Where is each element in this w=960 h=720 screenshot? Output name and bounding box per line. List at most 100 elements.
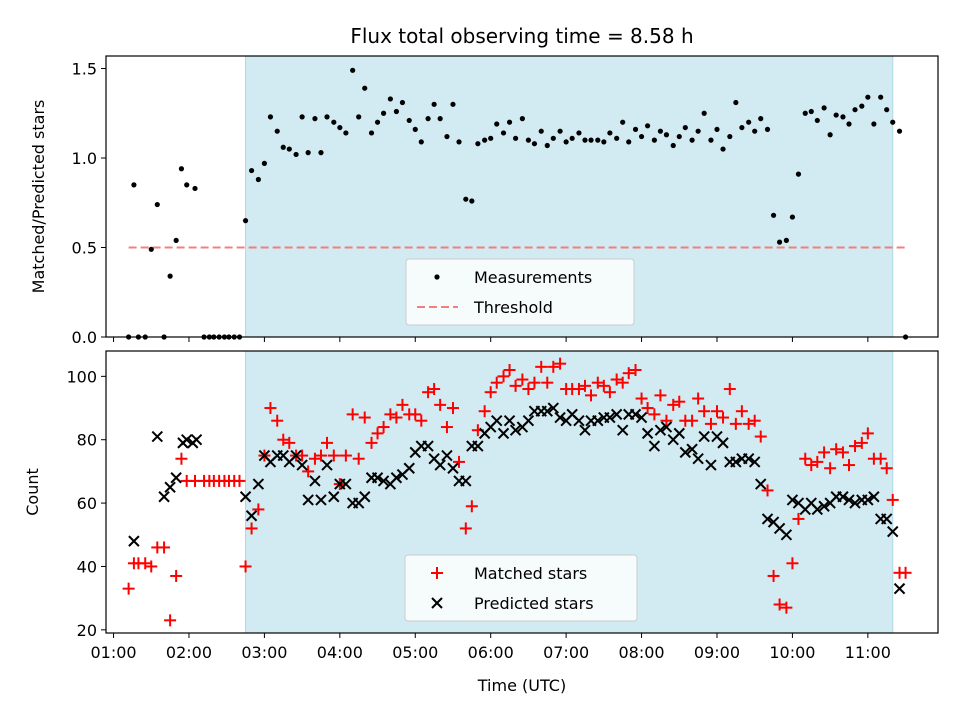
measurement-point — [406, 117, 412, 124]
measurement-point — [789, 214, 796, 220]
matched-star-point — [773, 598, 786, 611]
measurement-point — [676, 133, 682, 140]
matched-star-point — [855, 436, 868, 449]
time-x-tick-label: 01:00 — [90, 643, 136, 662]
measurement-point — [783, 237, 789, 243]
measurement-point — [412, 126, 418, 132]
ratio-y-tick-label: 0.5 — [72, 239, 97, 258]
matched-star-point — [145, 560, 158, 573]
measurement-point — [833, 112, 839, 118]
predicted-star-point — [641, 427, 654, 440]
measurement-point — [374, 119, 381, 125]
matched-star-point — [503, 364, 516, 377]
measurement-point — [293, 151, 299, 158]
predicted-star-point — [315, 494, 327, 506]
matched-star-point — [465, 500, 478, 513]
measurement-point — [324, 114, 330, 120]
predicted-star-point — [190, 434, 203, 446]
matched-star-point — [352, 452, 365, 465]
matched-star-point — [786, 557, 799, 570]
predicted-star-point — [818, 500, 830, 512]
measurement-point — [808, 108, 814, 115]
matched-star-point — [886, 493, 899, 506]
predicted-star-point — [780, 529, 793, 541]
measurement-point — [531, 141, 538, 147]
measurement-point — [337, 124, 343, 131]
measurement-point — [695, 128, 701, 134]
ratio-y-ticks: 0.0 0.5 1.0 1.5 — [72, 60, 106, 347]
ratio-y-tick-label: 1.5 — [72, 60, 97, 79]
matched-star-point — [170, 569, 183, 582]
matched-star-point — [874, 452, 887, 465]
matched-star-point — [271, 414, 284, 427]
matched-star-point — [849, 440, 862, 453]
legend-threshold-label: Threshold — [473, 298, 553, 317]
measurement-point — [312, 116, 318, 122]
measurement-point — [557, 128, 563, 134]
matched-star-point — [522, 383, 535, 396]
predicted-star-point — [321, 459, 333, 471]
matched-star-point — [528, 376, 541, 389]
matched-star-point — [233, 474, 246, 487]
measurement-point — [192, 185, 198, 192]
predicted-star-point — [811, 503, 824, 516]
matched-star-point — [415, 414, 428, 427]
predicted-star-point — [441, 449, 453, 462]
ratio-y-tick-label: 0.0 — [72, 328, 97, 347]
predicted-star-point — [692, 453, 704, 465]
measurement-point — [770, 212, 777, 218]
matched-star-point — [314, 449, 327, 462]
measurement-point — [614, 135, 620, 141]
measurement-point — [682, 124, 688, 131]
measurement-point — [651, 137, 657, 143]
measurement-point — [733, 99, 739, 106]
measurement-point — [154, 201, 160, 208]
measurement-point — [469, 198, 475, 204]
matched-star-point — [792, 512, 805, 525]
measurement-point — [437, 116, 443, 122]
matched-star-point — [541, 376, 554, 389]
predicted-star-point — [328, 491, 340, 503]
measurement-point — [663, 132, 670, 138]
time-x-tick-label: 06:00 — [468, 643, 514, 662]
matched-star-point — [490, 376, 503, 389]
measurement-point — [131, 182, 137, 188]
measurement-point — [821, 105, 827, 111]
matched-star-point — [704, 417, 717, 430]
count-y-ticks: 20 40 60 80 100 — [66, 367, 106, 640]
predicted-star-point — [290, 449, 302, 462]
measurement-point — [267, 114, 274, 120]
measurement-point — [331, 119, 337, 125]
measurement-points — [126, 67, 909, 340]
matched-star-point — [446, 402, 459, 415]
measurement-point — [525, 137, 532, 143]
measurement-point — [638, 133, 645, 140]
measurement-point — [595, 137, 601, 143]
count-y-tick-label: 100 — [66, 367, 97, 386]
measurement-point — [607, 130, 613, 136]
matched-star-point — [164, 614, 177, 627]
count-panel-frame — [105, 350, 939, 634]
matched-star-point — [748, 414, 761, 427]
time-x-tick-label: 09:00 — [694, 643, 740, 662]
measurement-point — [550, 135, 556, 141]
predicted-star-point — [849, 497, 861, 509]
measurement-point — [387, 96, 393, 102]
predicted-star-point — [460, 475, 472, 487]
predicted-star-point — [862, 494, 874, 506]
legend-predicted-marker — [431, 597, 443, 609]
measurement-point — [890, 119, 896, 125]
measurement-point — [752, 128, 758, 134]
measurement-point — [380, 110, 387, 116]
matched-star-point — [327, 449, 340, 462]
measurement-point — [494, 121, 500, 127]
measurement-point — [657, 128, 664, 134]
measurement-point — [463, 196, 469, 202]
measurement-point — [399, 99, 406, 106]
matched-star-point — [572, 383, 585, 396]
measurement-point — [727, 133, 733, 140]
matched-star-point — [440, 421, 453, 434]
measurement-point — [689, 137, 695, 143]
legend-predicted-label: Predicted stars — [474, 594, 594, 613]
measurement-point — [720, 146, 726, 152]
